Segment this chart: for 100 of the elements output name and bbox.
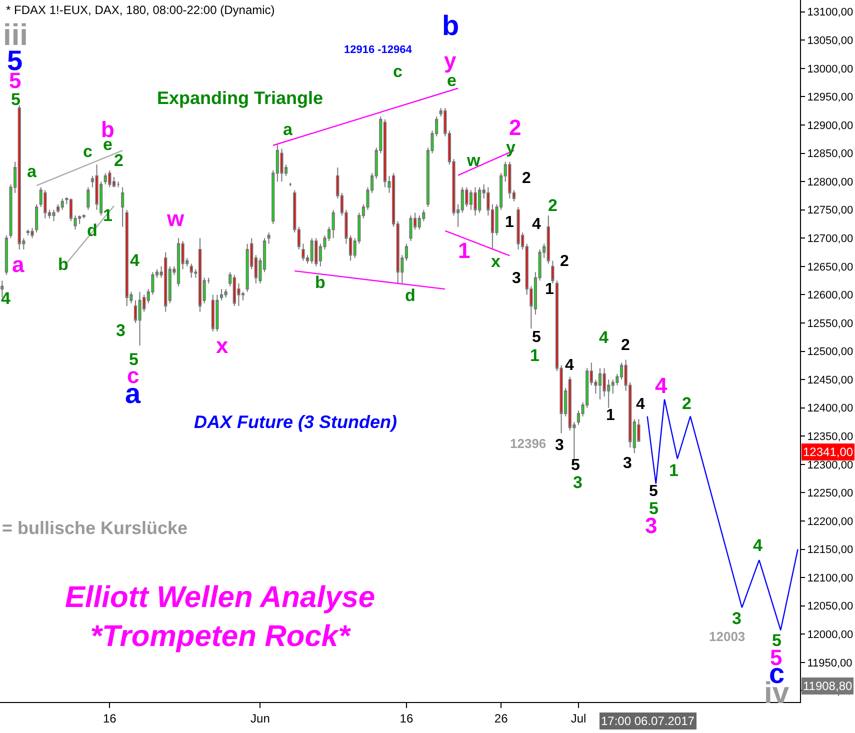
candlestick — [216, 294, 219, 332]
y-tick-label: 11950,00 — [807, 657, 852, 670]
annotation: 4 — [655, 373, 668, 398]
candlestick — [30, 227, 34, 239]
annotation: y — [506, 138, 516, 157]
y-tick-label: 12100,00 — [807, 572, 854, 584]
candlestick — [121, 186, 124, 228]
candlestick — [288, 182, 292, 187]
annotation: 4 — [599, 328, 609, 347]
candlestick — [116, 181, 120, 188]
candlestick — [314, 238, 318, 267]
candlestick — [108, 170, 112, 188]
y-tick-label: 12850,00 — [807, 148, 854, 160]
candlestick — [598, 368, 602, 400]
annotation: 1 — [103, 206, 112, 225]
y-tick-label: 13000,00 — [807, 63, 854, 76]
x-tick-label: 16 — [400, 711, 414, 726]
annotation: 4 — [565, 357, 574, 374]
candlestick — [26, 229, 30, 236]
candlestick — [125, 209, 128, 307]
candlestick — [474, 186, 477, 216]
annotation: a — [283, 120, 293, 139]
y-tick-label: 12150,00 — [807, 544, 854, 556]
annotation: b — [315, 273, 326, 292]
text: 12341,00 — [803, 445, 854, 459]
candlestick — [332, 209, 335, 239]
annotation: x — [491, 252, 501, 271]
annotation: 3 — [732, 609, 742, 628]
annotation: 5 — [571, 457, 580, 474]
candlestick — [198, 238, 202, 312]
candlestick — [176, 238, 180, 287]
annotation: x — [216, 333, 229, 358]
candlestick — [104, 172, 107, 185]
annotation: 12003 — [709, 629, 746, 644]
annotation: * FDAX 1!-EUX, DAX, 180, 08:00-22:00 (Dynamic) — [6, 3, 275, 17]
annotation: Expanding Triangle — [157, 88, 324, 108]
annotation: 3 — [116, 321, 126, 340]
annotation: 5 — [532, 329, 541, 346]
candlestick — [267, 232, 270, 244]
annotation: 3 — [623, 455, 632, 472]
y-tick-label: 12500,00 — [807, 346, 854, 358]
candlestick — [508, 161, 512, 200]
annotation: b — [442, 10, 460, 41]
annotation: 2 — [114, 151, 124, 170]
annotation: c — [393, 62, 402, 81]
annotation: Elliott Wellen Analyse *Trompeten Rock* — [65, 581, 376, 653]
candlestick — [310, 238, 314, 264]
candlestick — [52, 209, 56, 222]
annotation: d — [87, 221, 98, 240]
annotation: 3 — [512, 270, 521, 287]
y-tick-label: 12900,00 — [807, 120, 854, 132]
candlestick — [546, 215, 550, 264]
annotation: 2 — [548, 196, 558, 215]
candlestick — [44, 190, 47, 219]
y-tick-label: 12350,00 — [807, 430, 854, 443]
text: 17:00 06.07.2017 — [601, 714, 695, 728]
candlestick — [18, 104, 21, 250]
candlestick — [138, 291, 142, 346]
y-tick-label: 12000,00 — [807, 628, 854, 641]
candlestick — [60, 198, 64, 210]
y-tick-label: 12800,00 — [807, 176, 854, 188]
annotation: 4 — [130, 251, 140, 270]
y-tick-label: 12400,00 — [807, 402, 854, 415]
annotation: 12396 — [510, 436, 546, 451]
y-tick-label: 12550,00 — [807, 318, 854, 330]
candlestick — [302, 243, 305, 262]
annotation: 2 — [621, 337, 630, 354]
y-tick-label: 13100,00 — [807, 6, 854, 19]
candlestick — [35, 204, 38, 233]
annotation: w — [166, 206, 185, 231]
text: DAX Future (3 Stunden) — [194, 412, 397, 432]
annotation: 3 — [573, 473, 582, 492]
annotation: iii — [3, 19, 28, 52]
annotation: b — [101, 117, 114, 142]
annotation: 2 — [522, 170, 531, 187]
annotation: 12916 -12964 — [344, 44, 413, 56]
candlestick — [220, 288, 224, 301]
y-tick-label: 12700,00 — [807, 233, 854, 245]
annotation: d — [405, 286, 416, 305]
annotation: 2 — [682, 394, 692, 413]
annotation: 1 — [530, 346, 540, 365]
y-tick-label: 12600,00 — [807, 290, 854, 302]
annotation: a — [12, 252, 25, 277]
annotation: b — [58, 255, 68, 274]
annotation: 5 — [649, 483, 658, 500]
y-tick-label: 12050,00 — [807, 600, 854, 613]
candlestick — [86, 186, 90, 210]
candlestick — [280, 148, 284, 182]
candlestick — [516, 206, 520, 250]
annotation: 1 — [458, 238, 470, 263]
annotation: 4 — [753, 536, 763, 555]
annotation: 2 — [560, 253, 569, 270]
y-tick-label: 12300,00 — [807, 459, 854, 472]
x-tick-label: 26 — [494, 711, 508, 726]
annotation: 5 — [129, 350, 138, 369]
annotation: w — [466, 151, 481, 170]
line-series — [646, 398, 798, 631]
x-tick-label: 16 — [103, 711, 117, 726]
x-tick-label: Jul — [570, 711, 586, 726]
y-tick-label: 12950,00 — [807, 92, 854, 104]
